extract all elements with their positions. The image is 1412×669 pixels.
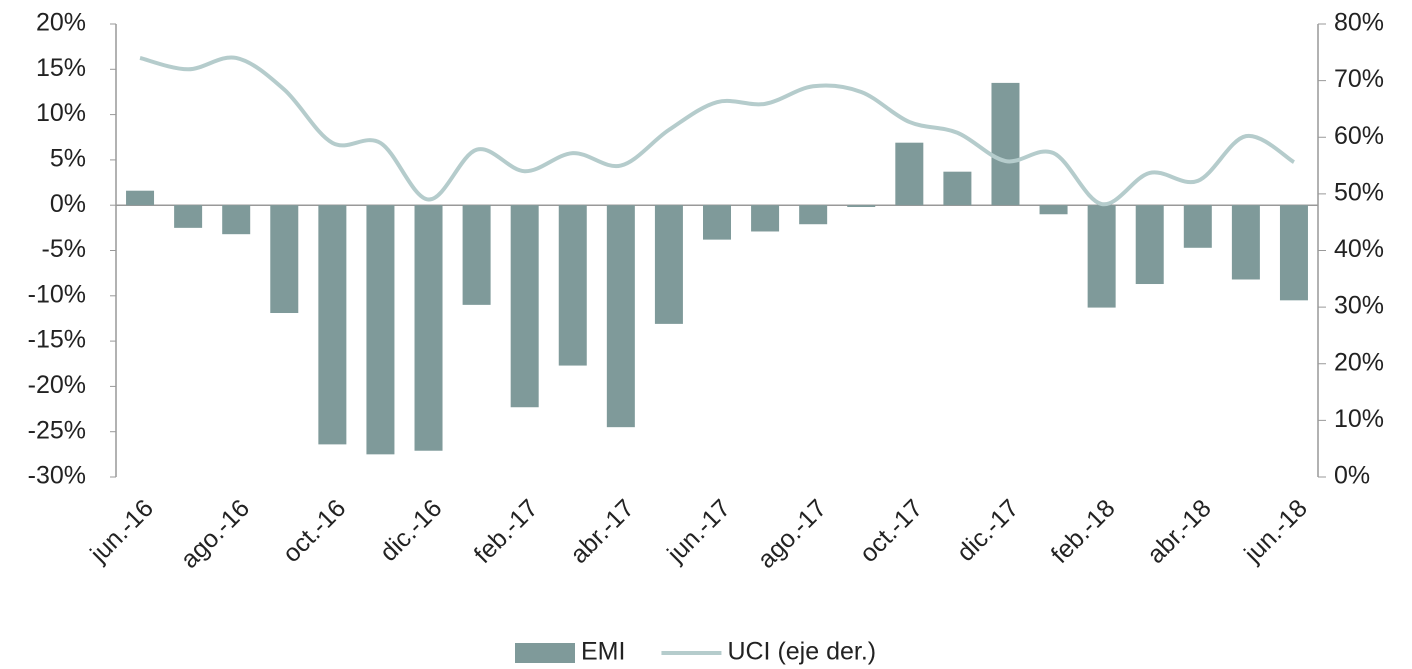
y-tick-label: -25%	[28, 416, 86, 444]
bar	[222, 205, 251, 235]
bar	[895, 142, 924, 206]
y2-tick-label: 70%	[1334, 65, 1384, 93]
legend-swatch	[515, 643, 575, 663]
x-tick-label: ago.-16	[175, 494, 255, 574]
bar	[270, 205, 299, 314]
bar	[943, 171, 972, 206]
bar	[366, 205, 395, 455]
y2-tick-label: 10%	[1334, 405, 1384, 433]
y2-tick-label: 20%	[1334, 348, 1384, 376]
x-tick-label: jun.-17	[661, 494, 736, 569]
y-tick-label: -15%	[28, 326, 86, 354]
bar	[1183, 205, 1212, 248]
y2-tick-label: 40%	[1334, 235, 1384, 263]
x-tick-label: feb.-17	[469, 494, 544, 569]
bar	[751, 205, 780, 232]
bar	[1231, 205, 1260, 280]
bar	[126, 190, 155, 206]
bar	[558, 205, 587, 366]
bar	[1135, 205, 1164, 285]
y2-tick-label: 30%	[1334, 292, 1384, 320]
bar	[1279, 205, 1308, 301]
x-tick-label: oct.-17	[854, 494, 928, 568]
bar	[174, 205, 203, 228]
x-tick-label: oct.-16	[277, 494, 351, 568]
y-tick-label: -10%	[28, 280, 86, 308]
y-tick-label: 10%	[36, 99, 86, 127]
bar	[1039, 205, 1068, 215]
line	[139, 55, 1296, 207]
legend-label: UCI (eje der.)	[727, 638, 876, 666]
y2-tick-label: 50%	[1334, 178, 1384, 206]
bar	[703, 205, 731, 240]
bar	[654, 205, 683, 324]
bar	[510, 205, 539, 408]
x-tick-label: feb.-18	[1046, 494, 1121, 569]
bar	[462, 205, 491, 305]
y-tick-label: 20%	[36, 9, 86, 37]
y-tick-label: -5%	[42, 235, 86, 263]
bar	[318, 205, 347, 445]
y2-tick-label: 0%	[1334, 462, 1370, 490]
y2-tick-label: 80%	[1334, 9, 1384, 37]
legend-label: EMI	[581, 638, 625, 666]
y-tick-label: -30%	[28, 462, 86, 490]
y-tick-label: 0%	[50, 190, 86, 218]
bar	[1087, 205, 1116, 308]
y-tick-label: 5%	[50, 145, 86, 173]
x-tick-label: abr.-18	[1142, 494, 1217, 569]
x-tick-label: dic.-17	[952, 494, 1025, 567]
y-tick-label: 15%	[36, 54, 86, 82]
bar	[847, 205, 876, 208]
y-tick-label: -20%	[28, 371, 86, 399]
x-tick-label: abr.-17	[565, 494, 640, 569]
bar	[991, 82, 1020, 206]
bar	[799, 205, 828, 225]
bar	[606, 205, 635, 428]
x-tick-label: ago.-17	[752, 494, 832, 574]
x-tick-label: jun.-18	[1238, 494, 1313, 569]
bar	[414, 205, 443, 451]
x-tick-label: jun.-16	[84, 494, 159, 569]
y2-tick-label: 60%	[1334, 122, 1384, 150]
x-tick-label: dic.-16	[375, 494, 448, 567]
